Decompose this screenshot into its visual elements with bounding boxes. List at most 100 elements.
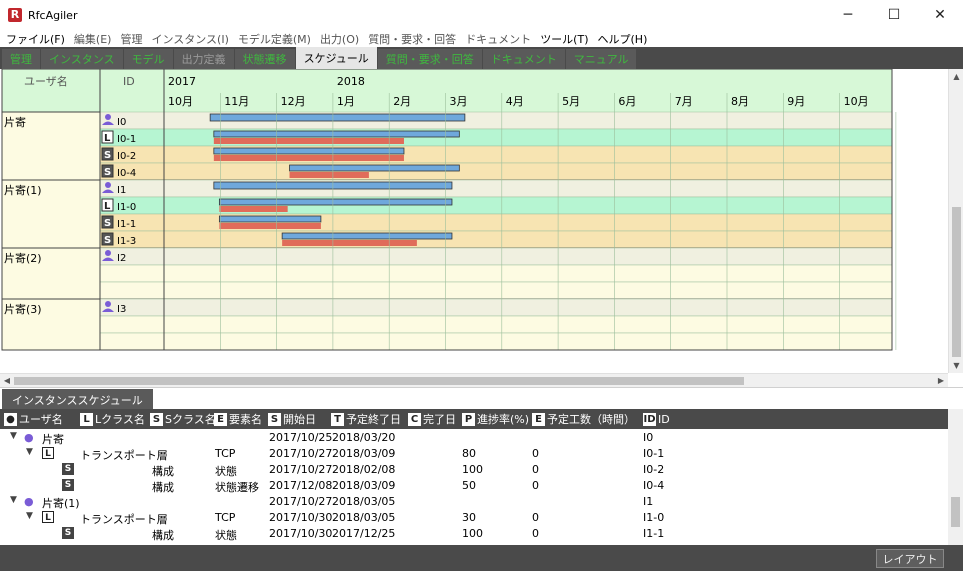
user-icon [102, 308, 114, 312]
column-header-4[interactable]: S 開始日 [268, 411, 316, 427]
tab-1[interactable]: インスタンス [41, 49, 123, 69]
cell-id: I1 [643, 495, 654, 508]
maximize-button[interactable]: ☐ [887, 7, 901, 23]
tree-vertical-scrollbar[interactable] [948, 409, 963, 545]
scroll-left-icon[interactable]: ◀ [3, 376, 11, 385]
column-header-0[interactable]: ● ユーザ名 [4, 411, 63, 427]
progress-bar[interactable] [213, 138, 404, 144]
planned-bar[interactable] [218, 215, 322, 223]
expand-chevron-icon[interactable]: ▼ [26, 511, 33, 521]
menu-item-6[interactable]: 質問・要求・回答 [368, 32, 457, 46]
menu-item-2[interactable]: 管理 [120, 32, 143, 46]
month-label: 11月 [224, 95, 249, 108]
s-class-icon: S [62, 463, 74, 475]
column-t-icon: T [331, 412, 344, 426]
column-header-2[interactable]: S Sクラス名 [150, 411, 216, 427]
gantt-row-id: I2 [117, 253, 126, 264]
menu-bar: ファイル(F) 編集(E) 管理 インスタンス(I) モデル定義(M) 出力(O) 質問・要… [0, 30, 963, 47]
gantt-chart: ユーザ名 ID 2017 2018 10月 11月 12月 1月 2月 3月 4月 5月 6月 7月 8月 9… [0, 69, 948, 373]
column-header-6[interactable]: C 完了日 [408, 411, 456, 427]
progress-bar[interactable] [219, 223, 321, 229]
column-header-8[interactable]: E 予定工数（時間） [532, 411, 635, 427]
minimize-button[interactable]: ─ [843, 7, 853, 23]
scroll-thumb[interactable] [14, 377, 744, 385]
menu-item-0[interactable]: ファイル(F) [6, 32, 65, 46]
cell-start: 2017/10/27 [269, 447, 333, 460]
progress-bar[interactable] [289, 172, 369, 178]
gantt-user-cell [1, 247, 101, 300]
tree-row[interactable]: ▼ L トランスポート層 TCP 2017/10/30 2018/03/05 30 0 I1-0 [0, 510, 948, 526]
tab-3[interactable]: 出力定義 [173, 49, 234, 69]
l-class-icon: L [42, 447, 54, 459]
menu-item-7[interactable]: ドキュメント [465, 32, 532, 46]
tree-row[interactable]: ▼ L トランスポート層 TCP 2017/10/27 2018/03/09 80 0 I0-1 [0, 446, 948, 462]
tree-row[interactable]: ▼ ● 片寄 2017/10/25 2018/03/20 I0 [0, 430, 948, 446]
tree-row[interactable]: S 構成 状態 2017/10/30 2017/12/25 100 0 I1-1 [0, 526, 948, 542]
tab-2[interactable]: モデル [123, 49, 173, 69]
cell-progress: 100 [462, 463, 483, 476]
column-e-icon: E [532, 412, 545, 426]
tab-4[interactable]: 状態遷移 [234, 49, 295, 69]
progress-bar[interactable] [213, 155, 404, 161]
progress-bar[interactable] [219, 206, 288, 212]
scroll-up-icon[interactable]: ▲ [953, 72, 960, 81]
planned-bar[interactable] [209, 113, 466, 122]
planned-bar[interactable] [281, 232, 453, 240]
menu-item-4[interactable]: モデル定義(M) [237, 32, 311, 46]
menu-item-5[interactable]: 出力(O) [319, 32, 360, 46]
column-header-3[interactable]: E 要素名 [214, 411, 262, 427]
user-icon [105, 250, 111, 256]
month-label: 10月 [844, 95, 869, 108]
tab-8[interactable]: マニュアル [565, 49, 637, 69]
badge-letter: L [104, 133, 111, 144]
l-class-icon [101, 198, 114, 212]
planned-bar[interactable] [213, 147, 405, 155]
tab-0[interactable]: 管理 [2, 49, 40, 69]
column-header-9[interactable]: ID ID [643, 411, 670, 427]
cell-element: TCP [215, 511, 236, 524]
progress-bar[interactable] [282, 240, 417, 246]
menu-item-1[interactable]: 編集(E) [73, 32, 112, 46]
tab-instance-schedule[interactable]: インスタンススケジュール [2, 389, 153, 410]
planned-bar[interactable] [289, 164, 460, 172]
menu-item-3[interactable]: インスタンス(I) [151, 32, 229, 46]
tab-7[interactable]: ドキュメント [482, 49, 565, 69]
tab-6[interactable]: 質問・要求・回答 [377, 49, 482, 69]
cell-effort: 0 [532, 463, 539, 476]
scroll-thumb[interactable] [952, 207, 961, 357]
cell-effort: 0 [532, 527, 539, 540]
menu-item-9[interactable]: ヘルプ(H) [597, 32, 648, 46]
gantt-header-bg [2, 69, 892, 112]
tree-header: ● ユーザ名 L Lクラス名 S Sクラス名 E 要素名 S 開始日 T 予定終了日 C 完了日 P 進捗率(… [0, 409, 948, 429]
planned-bar[interactable] [218, 198, 453, 206]
title-bar: R RfcAgiler ─ ☐ ✕ [0, 0, 963, 30]
column-header-label: Sクラス名 [165, 413, 216, 426]
app-logo-icon: R [8, 8, 22, 22]
scroll-thumb[interactable] [951, 497, 960, 527]
expand-chevron-icon[interactable]: ▼ [10, 431, 17, 441]
month-label: 5月 [562, 95, 580, 108]
user-icon [105, 301, 111, 307]
column-header-5[interactable]: T 予定終了日 [331, 411, 401, 427]
scroll-right-icon[interactable]: ▶ [937, 376, 945, 385]
gantt-row-id: I1-0 [117, 202, 136, 213]
tree-row[interactable]: S 構成 状態遷移 2017/12/08 2018/03/09 50 0 I0-4 [0, 478, 948, 494]
tree-row[interactable]: ▼ ● 片寄(1) 2017/10/27 2018/03/05 I1 [0, 494, 948, 510]
tab-5[interactable]: スケジュール [295, 47, 377, 69]
expand-chevron-icon[interactable]: ▼ [26, 447, 33, 457]
cell-effort: 0 [532, 511, 539, 524]
gantt-horizontal-scrollbar[interactable]: ◀ ▶ [0, 373, 948, 387]
expand-chevron-icon[interactable]: ▼ [10, 495, 17, 505]
layout-button[interactable]: レイアウト [876, 549, 944, 568]
column-header-7[interactable]: P 進捗率(%) [462, 411, 529, 427]
planned-bar[interactable] [213, 130, 460, 138]
column-header-1[interactable]: L Lクラス名 [80, 411, 145, 427]
scroll-down-icon[interactable]: ▼ [953, 361, 960, 370]
menu-item-8[interactable]: ツール(T) [540, 32, 589, 46]
s-class-icon [101, 164, 114, 178]
tree-row[interactable]: S 構成 状態 2017/10/27 2018/02/08 100 0 I0-2 [0, 462, 948, 478]
badge-letter: S [104, 235, 111, 246]
cell-progress: 100 [462, 527, 483, 540]
gantt-vertical-scrollbar[interactable]: ▲ ▼ [948, 69, 963, 373]
close-button[interactable]: ✕ [934, 7, 946, 23]
